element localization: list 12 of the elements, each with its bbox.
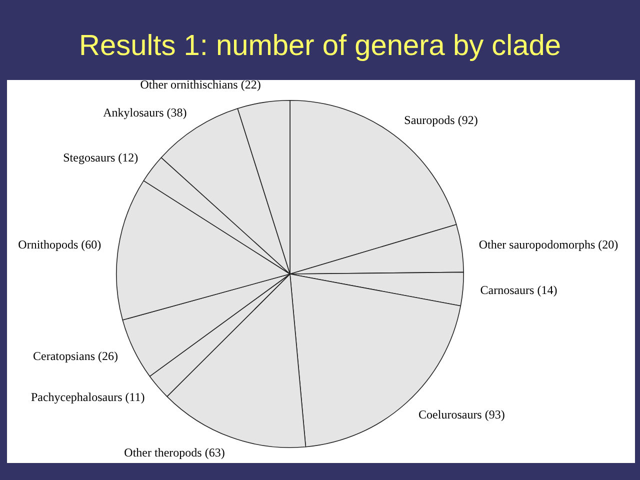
slice-label: Carnosaurs (14) [480,282,558,297]
chart-title: Results 1: number of genera by clade [78,29,562,64]
slice-label: Other sauropodomorphs (20) [478,238,618,252]
slice-label: Ceratopsians (26) [33,349,118,364]
slice-label: Ankylosaurs (38) [103,106,187,120]
slice-label: Pachycephalosaurs (11) [30,390,145,404]
slice-label: Sauropods (92) [404,113,478,128]
slice-label: Stegosaurs (12) [63,150,138,164]
slice-label: Other ornithischians (22) [140,77,261,92]
slice-label: Other theropods (63) [124,446,225,460]
slice-label: Ornithopods (60) [18,238,102,252]
slice-label: Coelurosaurs (93) [418,407,505,422]
